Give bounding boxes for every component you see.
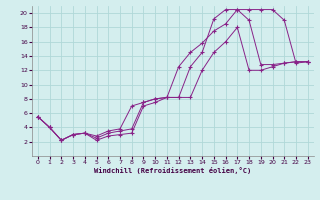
X-axis label: Windchill (Refroidissement éolien,°C): Windchill (Refroidissement éolien,°C) [94, 167, 252, 174]
